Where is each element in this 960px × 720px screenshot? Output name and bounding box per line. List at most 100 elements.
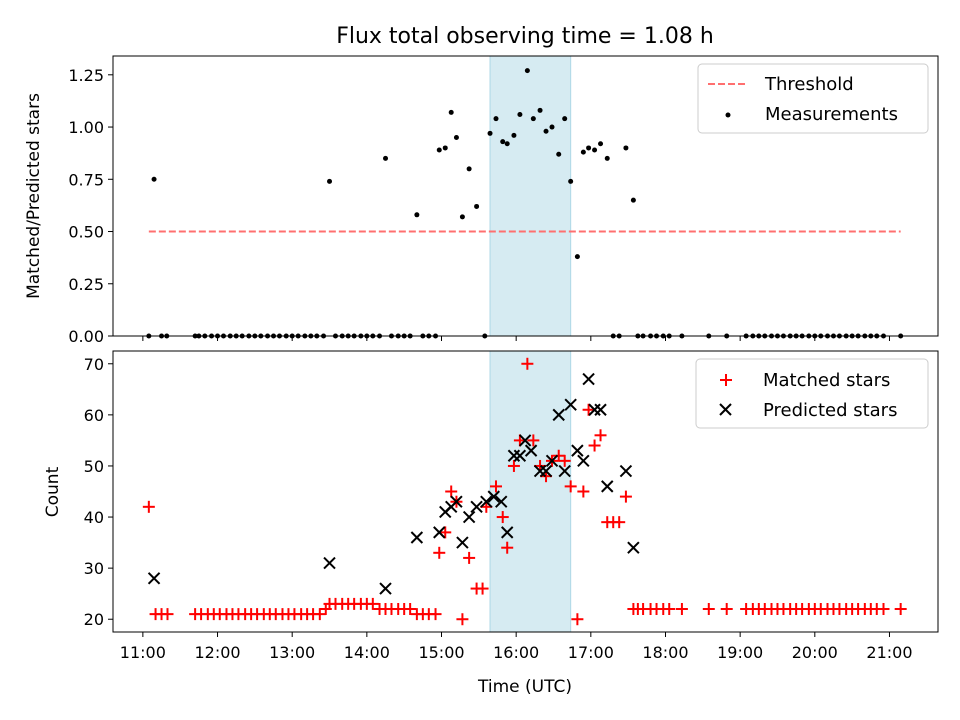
bottom-xtick-label: 21:00 bbox=[866, 643, 912, 662]
measurement-point bbox=[327, 178, 333, 184]
matched-star-point bbox=[161, 608, 174, 621]
matched-star-point bbox=[594, 429, 607, 442]
measurement-point bbox=[474, 203, 480, 209]
measurement-point bbox=[574, 254, 580, 260]
top-axes-frame bbox=[112, 55, 939, 337]
bottom-ytick-label: 50 bbox=[84, 457, 104, 476]
predicted-star-point bbox=[501, 526, 514, 539]
predicted-star-point bbox=[539, 464, 553, 478]
predicted-star-point bbox=[594, 403, 607, 416]
matched-star-point bbox=[552, 449, 565, 462]
top-highlight-span bbox=[489, 55, 572, 337]
bottom-xlabel: Time (UTC) bbox=[477, 677, 572, 697]
measurement-point bbox=[530, 116, 536, 122]
predicted-star-point bbox=[564, 398, 577, 411]
bottom-xtick-label: 14:00 bbox=[344, 643, 390, 662]
matched-star-point bbox=[571, 613, 584, 626]
measurement-point bbox=[504, 141, 510, 147]
measurement-point bbox=[493, 116, 499, 122]
measurement-point bbox=[459, 214, 465, 220]
bottom-xtick-label: 11:00 bbox=[120, 643, 166, 662]
measurement-point bbox=[511, 132, 517, 138]
predicted-star-point bbox=[601, 480, 614, 493]
predicted-star-point bbox=[552, 408, 565, 422]
matched-star-point bbox=[675, 603, 688, 616]
predicted-star-point bbox=[487, 490, 500, 503]
bottom-axes-frame bbox=[112, 350, 939, 633]
measurement-point bbox=[568, 178, 574, 184]
bottom-ylabel: Count bbox=[43, 466, 63, 517]
predicted-star-point bbox=[410, 531, 424, 544]
top-ytick-label: 1.00 bbox=[68, 118, 104, 137]
measurement-point bbox=[466, 166, 472, 172]
matched-star-point bbox=[366, 597, 379, 610]
matched-star-point bbox=[490, 480, 503, 493]
measurement-point bbox=[592, 147, 598, 153]
legend-predicted-label: Predicted stars bbox=[763, 400, 897, 421]
measurement-point bbox=[414, 212, 420, 218]
measurement-point bbox=[604, 155, 610, 161]
matched-star-point bbox=[877, 603, 890, 616]
bottom-xtick-label: 20:00 bbox=[792, 643, 838, 662]
matched-star-point bbox=[521, 357, 534, 370]
legend-threshold-label: Threshold bbox=[764, 74, 854, 95]
predicted-star-point bbox=[450, 495, 463, 508]
matched-star-point bbox=[456, 613, 469, 626]
matched-star-point bbox=[496, 511, 509, 524]
bottom-xtick-label: 15:00 bbox=[418, 643, 464, 662]
matched-star-point bbox=[702, 603, 715, 616]
matched-star-point bbox=[476, 582, 489, 595]
top-legend-box bbox=[697, 63, 929, 134]
measurement-point bbox=[436, 147, 442, 153]
measurement-point bbox=[580, 149, 586, 155]
measurement-point bbox=[556, 151, 562, 157]
measurement-point bbox=[448, 109, 454, 115]
top-ytick-label: 1.25 bbox=[68, 66, 104, 85]
predicted-star-point bbox=[577, 454, 590, 468]
bottom-highlight-span bbox=[489, 350, 572, 633]
matched-star-point bbox=[720, 603, 733, 616]
bottom-xtick-label: 18:00 bbox=[642, 643, 688, 662]
predicted-star-point bbox=[480, 495, 493, 508]
predicted-star-point bbox=[379, 582, 392, 595]
matched-star-point bbox=[445, 485, 458, 498]
predicted-star-point bbox=[518, 434, 532, 447]
bottom-legend: Matched stars Predicted stars bbox=[695, 358, 929, 429]
matched-star-point bbox=[894, 603, 907, 616]
legend-measurements-swatch bbox=[725, 112, 731, 118]
measurement-point bbox=[453, 134, 459, 140]
bottom-xtick-label: 17:00 bbox=[568, 643, 614, 662]
measurement-point bbox=[151, 176, 157, 182]
matched-star-point bbox=[313, 608, 326, 621]
predicted-star-point bbox=[571, 444, 584, 457]
predicted-star-point bbox=[524, 444, 538, 457]
bottom-xtick-label: 16:00 bbox=[493, 643, 539, 662]
bottom-xtick-label: 13:00 bbox=[269, 643, 315, 662]
measurement-point bbox=[623, 145, 629, 151]
bottom-ytick-label: 30 bbox=[84, 559, 104, 578]
measurement-point bbox=[524, 68, 530, 74]
measurement-point bbox=[537, 107, 543, 113]
measurement-point bbox=[598, 141, 604, 147]
predicted-star-point bbox=[470, 500, 483, 514]
legend-measurements-label: Measurements bbox=[765, 104, 898, 125]
matched-star-point bbox=[463, 551, 476, 564]
top-panel: 0.00 0.25 0.50 0.75 1.00 1.25 Matched/Predict… bbox=[24, 55, 939, 346]
top-legend: Threshold Measurements bbox=[697, 63, 929, 134]
measurement-point bbox=[549, 124, 555, 130]
measurement-point bbox=[517, 112, 523, 118]
measurement-point bbox=[383, 155, 389, 161]
matched-star-point bbox=[501, 541, 514, 554]
bottom-ytick-label: 40 bbox=[84, 508, 104, 527]
matched-star-point bbox=[558, 454, 571, 467]
top-ytick-label: 0.75 bbox=[68, 170, 104, 189]
bottom-ytick-label: 60 bbox=[84, 406, 104, 425]
bottom-xtick-label: 12:00 bbox=[194, 643, 240, 662]
predicted-star-point bbox=[545, 454, 559, 468]
predicted-star-point bbox=[456, 536, 469, 549]
measurement-point bbox=[442, 145, 448, 151]
predicted-star-point bbox=[558, 464, 571, 478]
matched-star-point bbox=[663, 603, 676, 616]
measurement-point bbox=[500, 139, 506, 145]
